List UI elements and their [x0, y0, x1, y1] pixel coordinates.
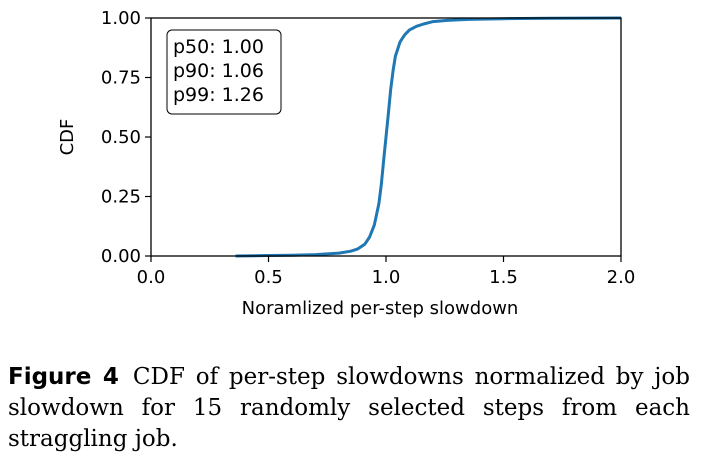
figure-caption: Figure 4 CDF of per-step slowdowns normal…	[8, 362, 690, 455]
percentile-label: p99: 1.26	[173, 84, 264, 106]
cdf-chart: 0.0 0.5 1.0 1.5 2.0 0.00 0.25 0.50 0.75 1.00 Noram…	[57, 8, 636, 319]
y-tick-label: 0.50	[101, 127, 141, 148]
caption-text: CDF of per-step slowdowns normalized by …	[8, 364, 691, 452]
y-tick-label: 0.25	[101, 187, 141, 208]
percentile-label: p90: 1.06	[173, 60, 264, 82]
y-tick-label: 0.00	[101, 246, 141, 267]
x-axis-title: Noramlized per-step slowdown	[242, 298, 519, 319]
x-tick-label: 1.0	[372, 267, 401, 288]
percentile-box	[166, 29, 282, 115]
y-tick-label: 0.75	[101, 68, 141, 89]
x-tick-label: 0.0	[137, 267, 166, 288]
x-tick-label: 2.0	[607, 267, 636, 288]
cdf-line	[235, 16, 622, 258]
x-tick-label: 0.5	[254, 267, 283, 288]
figure-label: Figure 4	[8, 364, 119, 390]
x-tick-label: 1.5	[489, 267, 518, 288]
percentile-label: p50: 1.00	[173, 36, 264, 58]
chart-svg: 0.0 0.5 1.0 1.5 2.0 0.00 0.25 0.50 0.75 1.00 Noram…	[57, 8, 636, 319]
y-tick-label: 1.00	[101, 8, 141, 29]
y-axis-title: CDF	[57, 119, 78, 156]
